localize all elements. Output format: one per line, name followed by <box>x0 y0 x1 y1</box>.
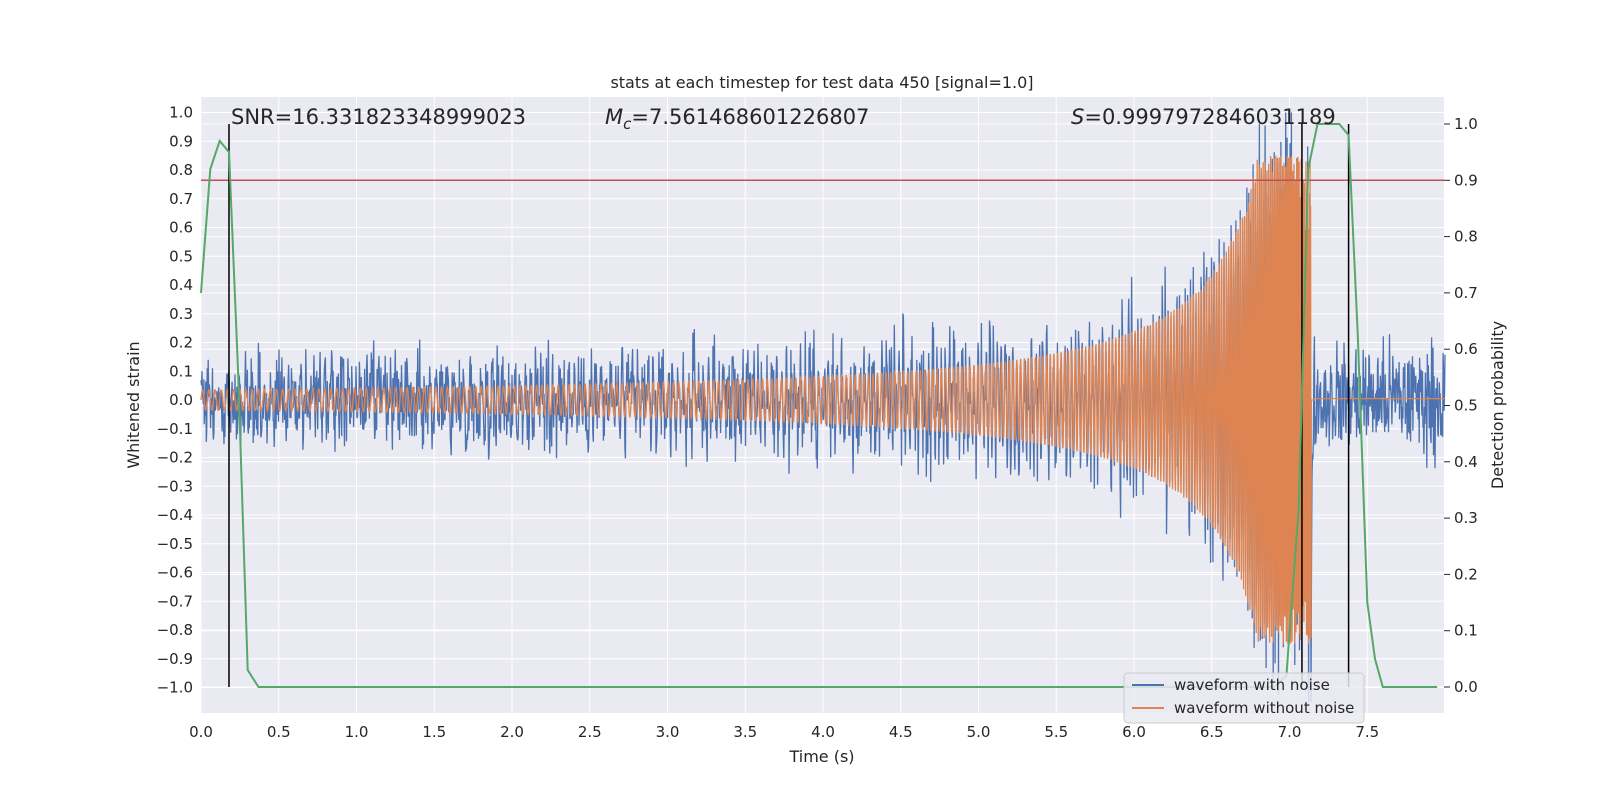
series-waveform-without-noise <box>200 155 1445 645</box>
x-tick-label: 0.0 <box>189 723 213 741</box>
x-tick-label: 6.5 <box>1200 723 1224 741</box>
chart-title: stats at each timestep for test data 450… <box>610 73 1033 92</box>
ticks: 0.0 0.5 1.0 1.5 2.0 2.5 3.0 3.5 4.0 4.5 5.0 5.5 6.0 6… <box>157 104 1478 742</box>
y2-axis-label: Detection probability <box>1488 321 1507 489</box>
y-tick-label: −0.1 <box>157 420 193 438</box>
x-tick-label: 2.5 <box>578 723 602 741</box>
y2-tick-label: 0.9 <box>1454 171 1478 189</box>
mc-annotation: Mc=7.561468601226807 <box>605 105 869 133</box>
x-tick-label: 1.0 <box>345 723 369 741</box>
y-tick-label: 0.5 <box>169 247 193 265</box>
y-tick-label: 1.0 <box>169 104 193 122</box>
x-tick-label: 1.5 <box>422 723 446 741</box>
x-tick-label: 3.0 <box>656 723 680 741</box>
y-tick-label: −0.4 <box>157 506 193 524</box>
y-tick-label: 0.4 <box>169 276 193 294</box>
y-tick-label: 0.9 <box>169 132 193 150</box>
y-tick-label: −0.6 <box>157 564 193 582</box>
x-tick-label: 5.0 <box>967 723 991 741</box>
legend-label-clean: waveform without noise <box>1174 699 1354 717</box>
x-tick-label: 7.5 <box>1355 723 1379 741</box>
y-tick-label: 0.2 <box>169 334 193 352</box>
s-value: =0.9997972846031189 <box>1084 105 1335 129</box>
y-tick-label: 0.8 <box>169 161 193 179</box>
y2-tick-label: 0.7 <box>1454 284 1478 302</box>
y-tick-label: 0.0 <box>169 391 193 409</box>
y-tick-label: −0.3 <box>157 477 193 495</box>
snr-annotation: SNR=16.331823348999023 <box>231 105 526 129</box>
x-tick-label: 5.5 <box>1044 723 1068 741</box>
y-tick-label: −0.9 <box>157 650 193 668</box>
x-tick-label: 4.5 <box>889 723 913 741</box>
y2-tick-label: 0.2 <box>1454 565 1478 583</box>
y-tick-label: −0.5 <box>157 535 193 553</box>
x-tick-label: 6.0 <box>1122 723 1146 741</box>
y2-tick-label: 0.0 <box>1454 678 1478 696</box>
y2-tick-label: 0.1 <box>1454 622 1478 640</box>
x-tick-label: 7.0 <box>1278 723 1302 741</box>
y-tick-label: 0.1 <box>169 362 193 380</box>
y-tick-label: 0.3 <box>169 305 193 323</box>
s-annotation: S=0.9997972846031189 <box>1071 105 1336 129</box>
legend: waveform with noise waveform without noi… <box>1123 672 1365 724</box>
mc-value: =7.561468601226807 <box>631 105 869 129</box>
y2-tick-label: 0.6 <box>1454 340 1478 358</box>
y-tick-label: −0.8 <box>157 621 193 639</box>
y-tick-label: 0.6 <box>169 219 193 237</box>
x-tick-label: 3.5 <box>733 723 757 741</box>
y2-tick-label: 0.8 <box>1454 228 1478 246</box>
legend-label-noise: waveform with noise <box>1174 676 1330 694</box>
y-tick-label: −1.0 <box>157 679 193 697</box>
y-axis-label: Whitened strain <box>124 341 143 468</box>
y-tick-label: 0.7 <box>169 190 193 208</box>
x-tick-label: 4.0 <box>811 723 835 741</box>
x-tick-label: 2.0 <box>500 723 524 741</box>
y-tick-label: −0.7 <box>157 592 193 610</box>
y2-tick-label: 0.4 <box>1454 453 1478 471</box>
legend-box <box>1123 672 1365 724</box>
x-tick-label: 0.5 <box>267 723 291 741</box>
x-axis-label: Time (s) <box>788 747 854 766</box>
y2-tick-label: 0.3 <box>1454 509 1478 527</box>
y2-tick-label: 0.5 <box>1454 397 1478 415</box>
y2-tick-label: 1.0 <box>1454 115 1478 133</box>
y-tick-label: −0.2 <box>157 449 193 467</box>
